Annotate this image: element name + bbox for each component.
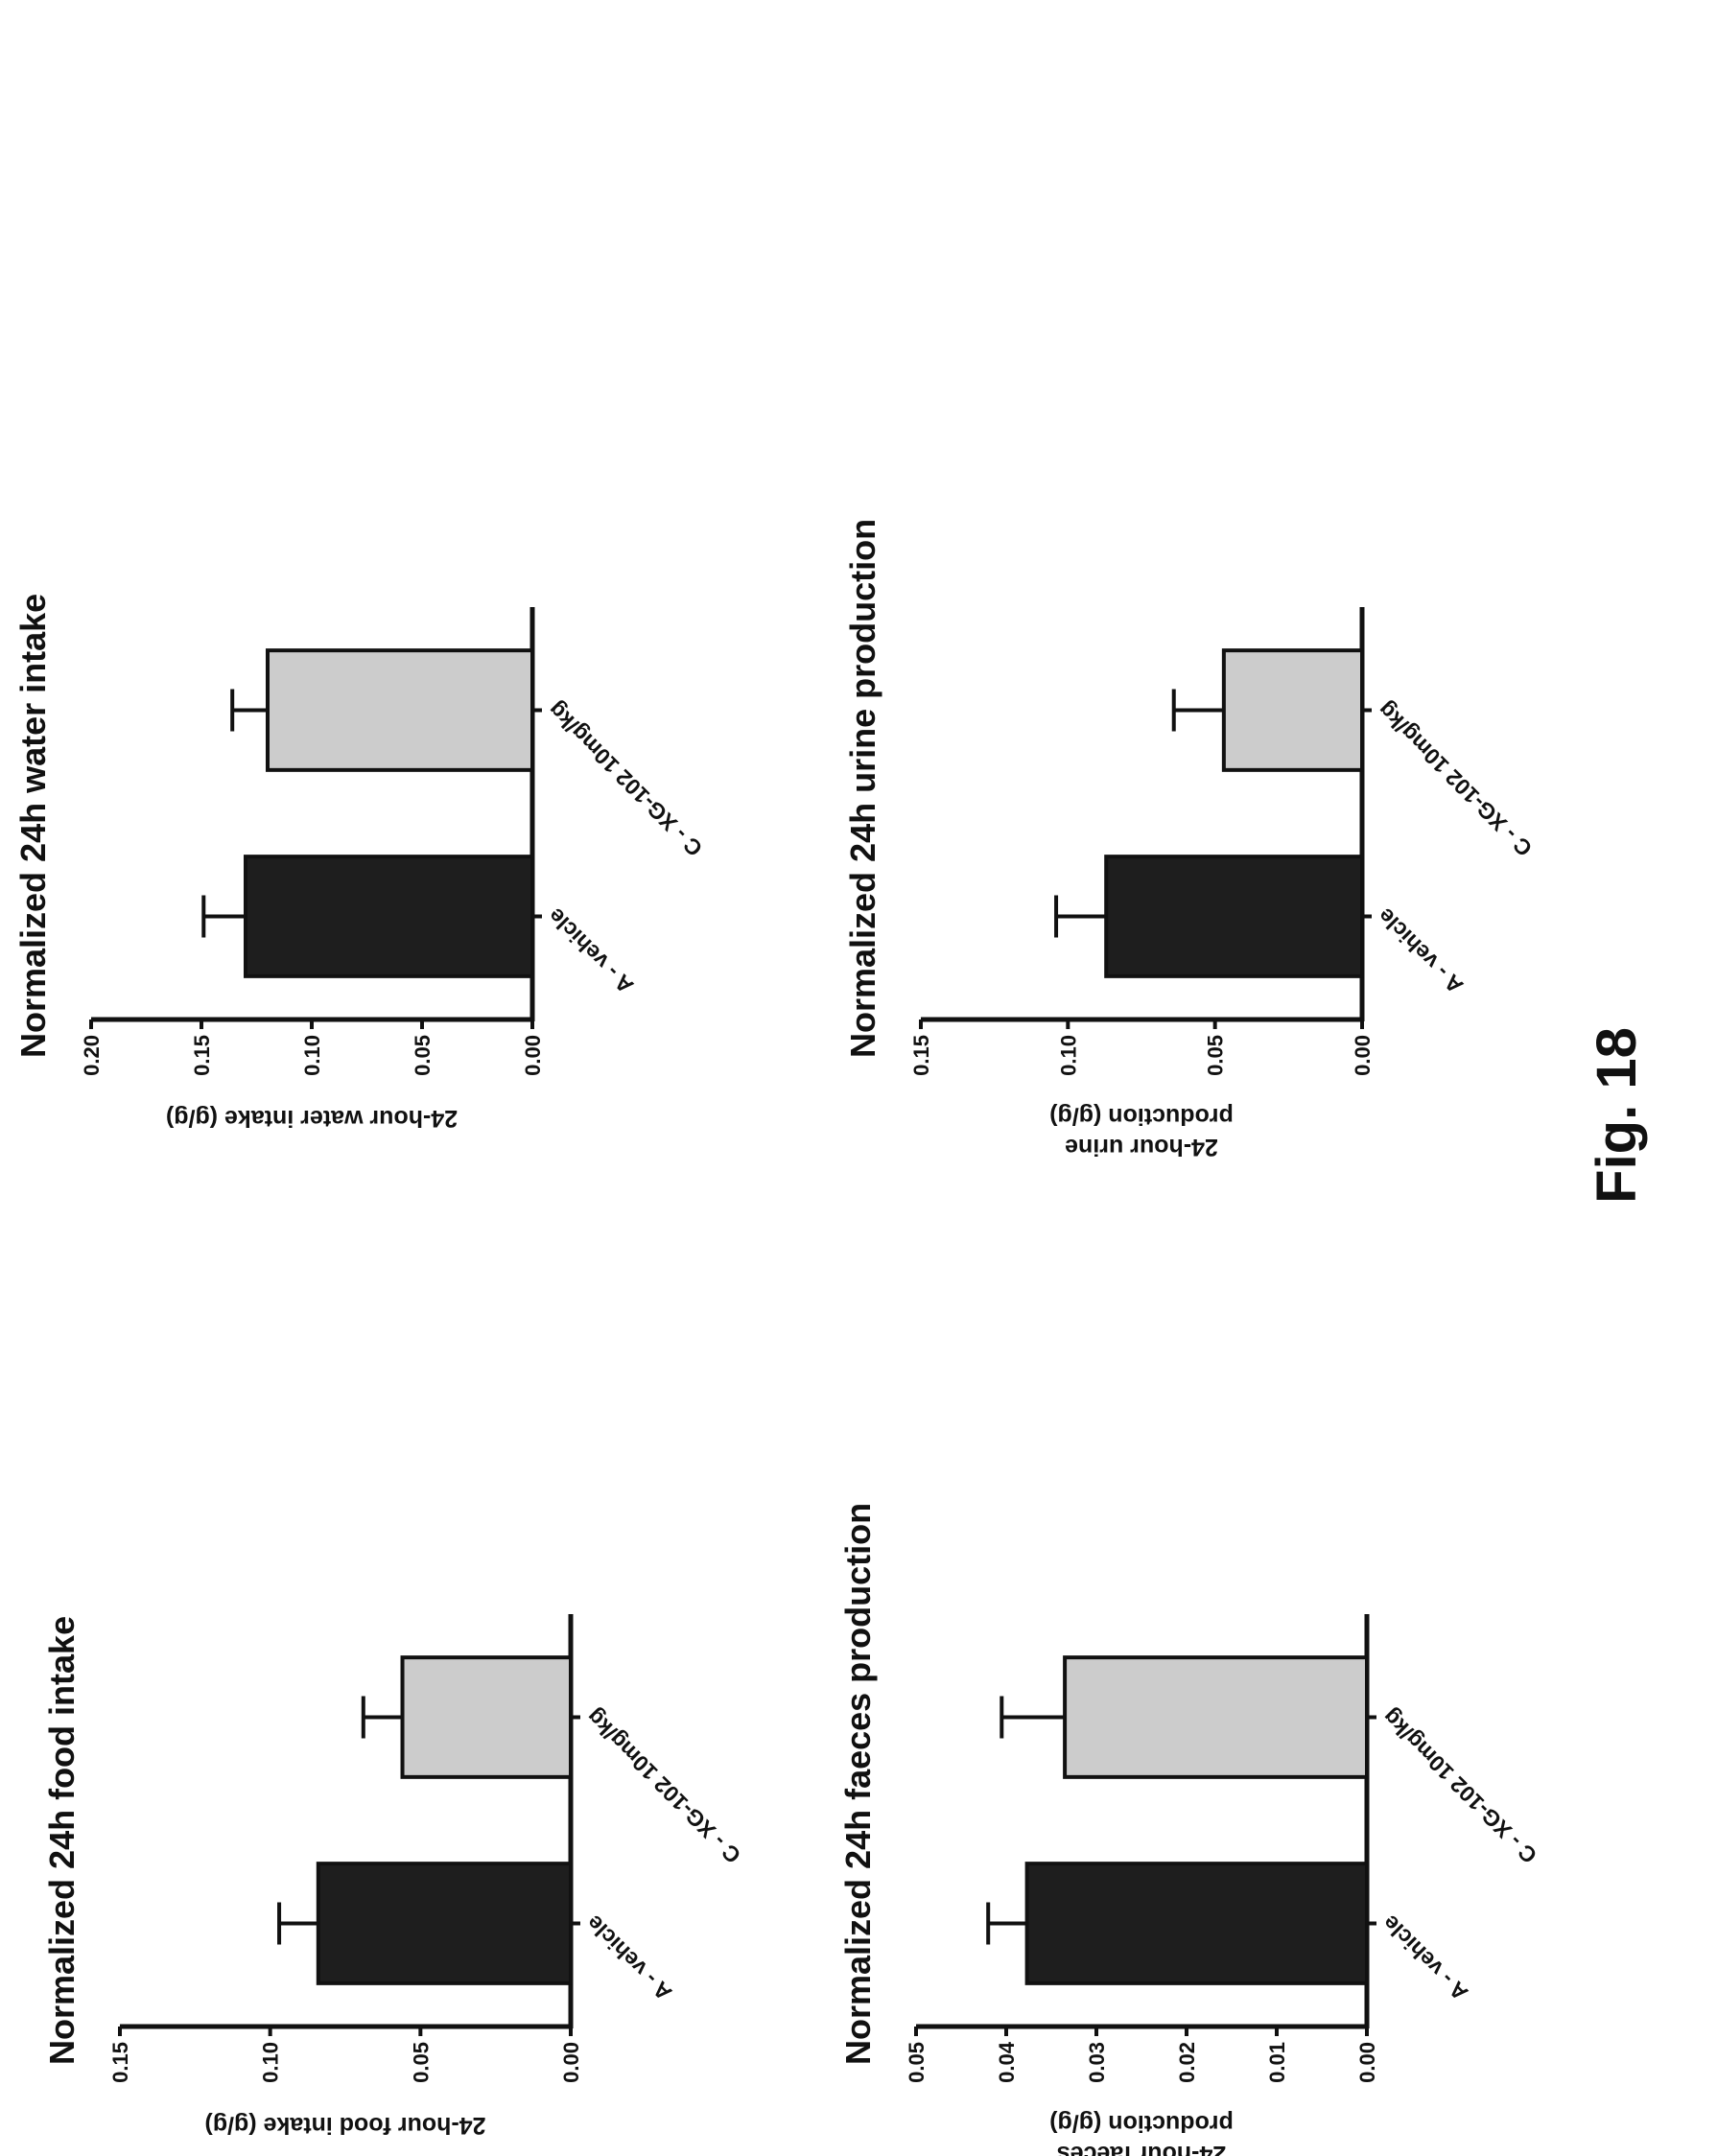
y-tick-label: 0.20: [80, 1035, 104, 1076]
bar-1: [1024, 1862, 1369, 1985]
chart-title: Normalized 24h food intake: [42, 1616, 82, 2065]
y-tick-label: 0.05: [411, 1035, 435, 1076]
category-label: A - vehicle: [1373, 903, 1468, 998]
chart-title: Normalized 24h water intake: [13, 594, 53, 1058]
bar-2: [1221, 648, 1365, 772]
y-axis-label-line: production (g/g): [1049, 1103, 1234, 1130]
chart-panel-1: Normalized 24h food intake 24-hour food i…: [42, 1614, 745, 2139]
bar-1: [1104, 855, 1364, 978]
y-tick-label: 0.05: [905, 2042, 929, 2083]
category-label: A - vehicle: [1377, 1910, 1472, 2005]
y-axis-label: 24-hour food intake (g/g): [204, 2112, 485, 2139]
y-tick-label: 0.04: [995, 2041, 1019, 2083]
y-tick-label: 0.01: [1265, 2042, 1289, 2083]
y-tick-label: 0.00: [1355, 2042, 1379, 2083]
y-axis-label-line: 24-hour urine: [1065, 1134, 1218, 1160]
category-label: C - XG-102 10mg/kg: [581, 1704, 745, 1868]
bar-2: [400, 1655, 573, 1779]
y-axis-label: 24-hour faeces production (g/g): [1049, 2110, 1234, 2156]
chart-panel-4: Normalized 24h urine production 24-hour u…: [843, 519, 1537, 1160]
bar-1: [244, 855, 534, 978]
category-label: C - XG-102 10mg/kg: [543, 697, 707, 861]
y-axis-label: 24-hour water intake (g/g): [166, 1105, 458, 1132]
y-tick-label: 0.00: [1351, 1035, 1375, 1076]
y-tick-label: 0.10: [1056, 1035, 1080, 1076]
y-axis-label-line: 24-hour food intake (g/g): [204, 2112, 485, 2139]
y-tick-label: 0.00: [521, 1035, 545, 1076]
y-tick-label: 0.15: [108, 2042, 132, 2083]
bar-1: [316, 1862, 573, 1985]
category-label: A - vehicle: [581, 1910, 676, 2005]
y-tick-label: 0.00: [559, 2042, 583, 2083]
y-axis-label-line: production (g/g): [1049, 2110, 1234, 2137]
y-tick-label: 0.03: [1085, 2042, 1109, 2083]
y-tick-label: 0.10: [259, 2042, 283, 2083]
y-tick-label: 0.15: [909, 1035, 933, 1076]
y-tick-label: 0.02: [1175, 2042, 1199, 2083]
bar-2: [266, 648, 534, 772]
y-axis-label-line: 24-hour water intake (g/g): [166, 1105, 458, 1132]
y-tick-label: 0.15: [190, 1035, 214, 1076]
y-axis-label-line: 24-hour faeces: [1057, 2141, 1226, 2156]
y-tick-label: 0.05: [409, 2042, 433, 2083]
y-tick-label: 0.10: [300, 1035, 324, 1076]
chart-title: Normalized 24h faeces production: [838, 1503, 878, 2065]
category-label: C - XG-102 10mg/kg: [1377, 1704, 1541, 1868]
y-tick-label: 0.05: [1204, 1035, 1228, 1076]
chart-title: Normalized 24h urine production: [843, 519, 882, 1058]
chart-panel-3: Normalized 24h faeces production 24-hour …: [838, 1503, 1541, 2156]
category-label: C - XG-102 10mg/kg: [1373, 697, 1537, 861]
chart-panel-2: Normalized 24h water intake 24-hour water…: [13, 594, 707, 1132]
category-label: A - vehicle: [543, 903, 638, 998]
y-axis-label: 24-hour urine production (g/g): [1049, 1103, 1234, 1160]
bar-2: [1063, 1655, 1369, 1779]
figure-label: Fig. 18: [1586, 1027, 1648, 1204]
